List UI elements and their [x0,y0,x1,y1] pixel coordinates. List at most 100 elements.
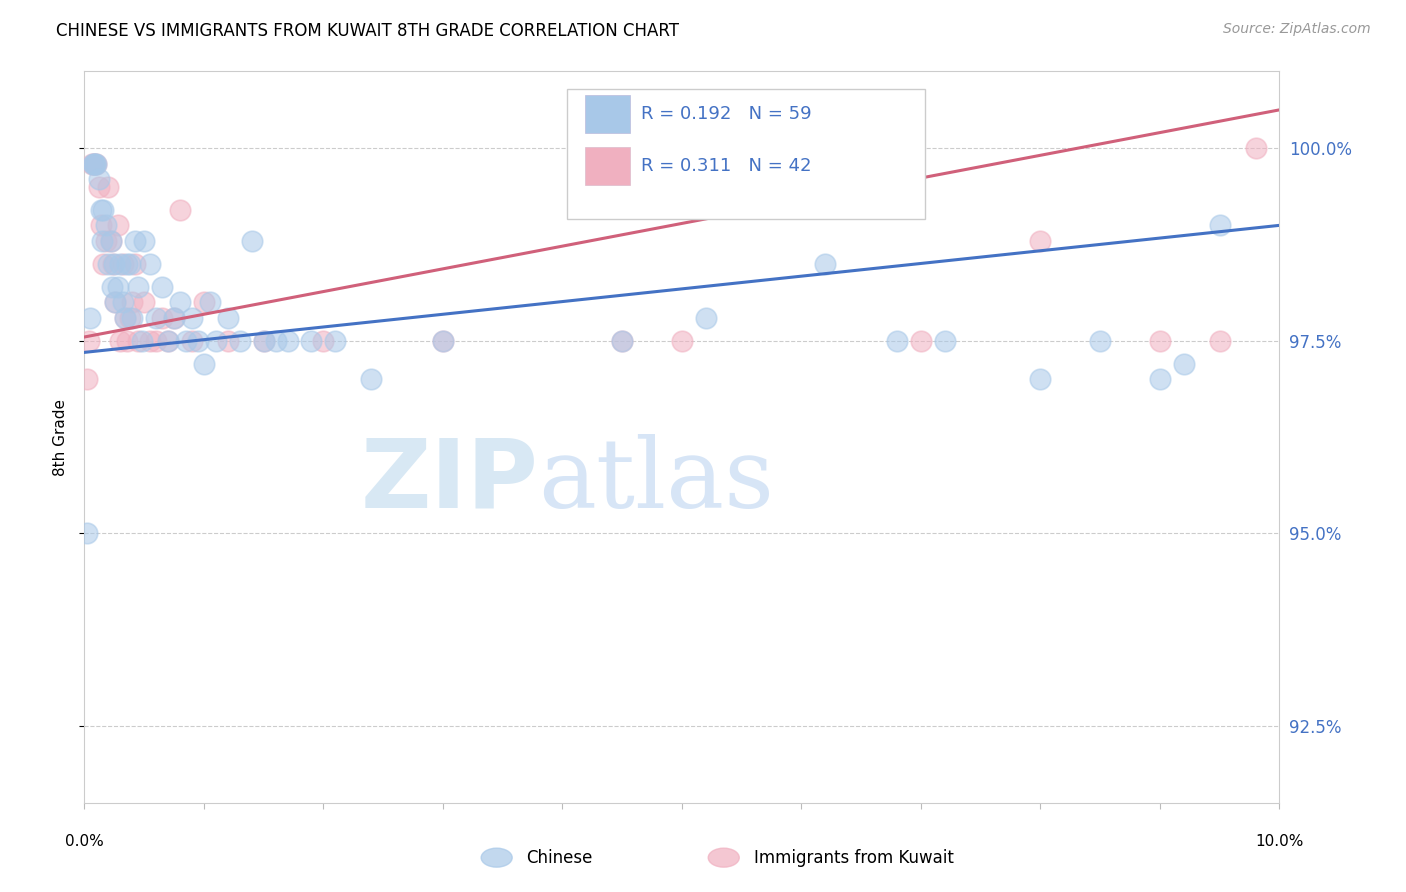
Circle shape [481,848,512,867]
Y-axis label: 8th Grade: 8th Grade [52,399,67,475]
Point [121,310,143,325]
Point [229,334,252,348]
Point [312,334,335,348]
Point [187,334,209,348]
Point [217,310,239,325]
Point [132,234,156,248]
Point [77,334,100,348]
Point [127,280,149,294]
Point [127,334,149,348]
Point [1209,219,1232,233]
Point [110,257,132,271]
Point [934,334,956,348]
Point [94,234,117,248]
Point [163,310,186,325]
Text: CHINESE VS IMMIGRANTS FROM KUWAIT 8TH GRADE CORRELATION CHART: CHINESE VS IMMIGRANTS FROM KUWAIT 8TH GR… [56,22,679,40]
Point [253,334,276,348]
Point [193,295,215,310]
Point [139,257,162,271]
Point [217,334,239,348]
Point [86,157,108,171]
Point [76,372,98,386]
Point [1209,334,1232,348]
Point [240,234,263,248]
Point [121,295,143,310]
Point [150,280,173,294]
Point [87,172,110,186]
Point [163,310,186,325]
Point [100,234,122,248]
Point [86,157,108,171]
Circle shape [709,848,740,867]
Point [432,334,454,348]
Point [181,310,204,325]
Point [117,334,139,348]
Point [124,234,146,248]
Text: R = 0.192   N = 59: R = 0.192 N = 59 [641,105,811,123]
Point [114,310,136,325]
Point [107,219,129,233]
Point [104,295,127,310]
Point [87,179,110,194]
Point [277,334,299,348]
Point [181,334,204,348]
Point [886,334,908,348]
Point [169,202,191,217]
Point [117,257,139,271]
Point [205,334,228,348]
Text: atlas: atlas [538,434,775,528]
Point [139,334,162,348]
Point [198,295,221,310]
Text: Chinese: Chinese [527,848,593,867]
Point [145,310,167,325]
Point [253,334,276,348]
Point [325,334,347,348]
Point [131,334,153,348]
Point [101,257,124,271]
Text: R = 0.311   N = 42: R = 0.311 N = 42 [641,157,811,175]
Text: Source: ZipAtlas.com: Source: ZipAtlas.com [1223,22,1371,37]
Point [97,257,120,271]
Point [110,334,132,348]
Point [93,257,115,271]
Point [107,280,129,294]
Point [612,334,634,348]
Point [1029,234,1052,248]
Point [174,334,197,348]
Point [114,310,136,325]
Point [118,310,141,325]
Point [910,334,932,348]
Point [1173,357,1195,371]
Point [111,295,134,310]
Point [82,157,104,171]
Point [193,357,215,371]
Point [104,295,127,310]
Point [100,234,122,248]
Point [93,202,115,217]
Point [97,179,120,194]
Point [1090,334,1112,348]
Text: 10.0%: 10.0% [1256,834,1303,848]
Point [111,257,134,271]
Point [90,219,112,233]
Point [145,334,167,348]
Point [124,257,146,271]
Point [76,526,98,541]
Text: Immigrants from Kuwait: Immigrants from Kuwait [754,848,953,867]
Point [432,334,454,348]
Point [671,334,693,348]
Point [94,219,117,233]
Point [84,157,107,171]
Point [79,310,101,325]
Point [157,334,180,348]
Point [1149,372,1171,386]
Point [814,257,837,271]
Point [118,257,141,271]
Text: ZIP: ZIP [360,434,538,527]
Point [132,295,156,310]
Point [80,157,103,171]
Point [157,334,180,348]
Point [301,334,323,348]
Point [360,372,382,386]
Point [612,334,634,348]
